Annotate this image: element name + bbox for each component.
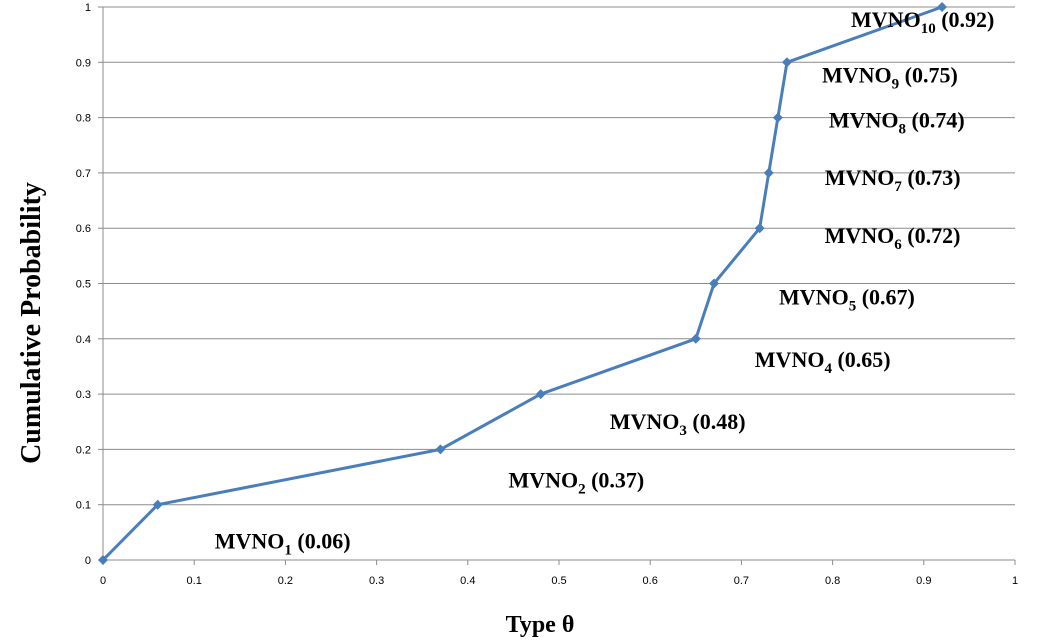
point-label: MVNO3 (0.48) (610, 409, 746, 439)
point-label: MVNO5 (0.67) (779, 285, 915, 315)
data-point-marker (535, 389, 546, 400)
x-tick-label: 0.2 (278, 575, 293, 587)
data-point-marker (690, 333, 701, 344)
x-tick-label: 0.5 (551, 575, 566, 587)
data-point-marker (709, 278, 720, 289)
y-tick-label: 0.1 (76, 500, 91, 512)
y-tick-label: 0.9 (76, 57, 91, 69)
y-tick-labels: 0 0.1 0.2 0.3 0.4 0.5 0.6 0.7 0.8 0.9 1 (76, 2, 91, 567)
y-axis-title: Cumulative Probability (16, 182, 47, 464)
y-tick-label: 0.8 (76, 113, 91, 125)
x-tick-labels: 0 0.1 0.2 0.3 0.4 0.5 0.6 0.7 0.8 0.9 1 (100, 575, 1018, 587)
x-axis-title: Type θ (506, 612, 575, 638)
x-tick-label: 0.9 (916, 575, 931, 587)
y-tick-label: 0 (85, 555, 91, 567)
x-tick-label: 0.7 (734, 575, 749, 587)
x-tick-label: 0.1 (187, 575, 202, 587)
y-tick-label: 0.4 (76, 334, 91, 346)
point-label: MVNO8 (0.74) (829, 108, 965, 138)
data-point-marker (937, 2, 948, 12)
data-point-marker (763, 167, 774, 178)
point-label: MVNO2 (0.37) (508, 467, 644, 497)
y-tick-label: 0.5 (76, 279, 91, 291)
y-tick-label: 0.7 (76, 168, 91, 180)
point-labels: MVNO1 (0.06) MVNO2 (0.37) MVNO3 (0.48) MVNO… (215, 7, 995, 559)
point-label: MVNO4 (0.65) (755, 347, 891, 377)
point-label: MVNO9 (0.75) (822, 62, 958, 92)
x-tick-label: 1 (1012, 575, 1018, 587)
point-label: MVNO6 (0.72) (825, 223, 961, 253)
point-label: MVNO10 (0.92) (851, 7, 994, 37)
x-tick-label: 0 (100, 575, 106, 587)
y-tick-label: 1 (85, 2, 91, 14)
data-point-marker (152, 499, 163, 510)
data-point-marker (435, 444, 446, 455)
data-point-marker (98, 555, 108, 565)
data-point-marker (772, 112, 783, 123)
x-tick-label: 0.6 (643, 575, 658, 587)
data-point-marker (754, 223, 765, 234)
axes (98, 6, 1016, 565)
point-label: MVNO1 (0.06) (215, 529, 351, 559)
data-point-marker (782, 57, 792, 68)
point-label: MVNO7 (0.73) (825, 165, 961, 195)
x-tick-label: 0.3 (369, 575, 384, 587)
y-tick-label: 0.2 (76, 444, 91, 456)
series-group (98, 2, 948, 565)
y-tick-label: 0.6 (76, 223, 91, 235)
gridlines (103, 6, 1015, 506)
x-tick-label: 0.4 (460, 575, 475, 587)
y-tick-label: 0.3 (76, 389, 91, 401)
x-tick-label: 0.8 (825, 575, 840, 587)
